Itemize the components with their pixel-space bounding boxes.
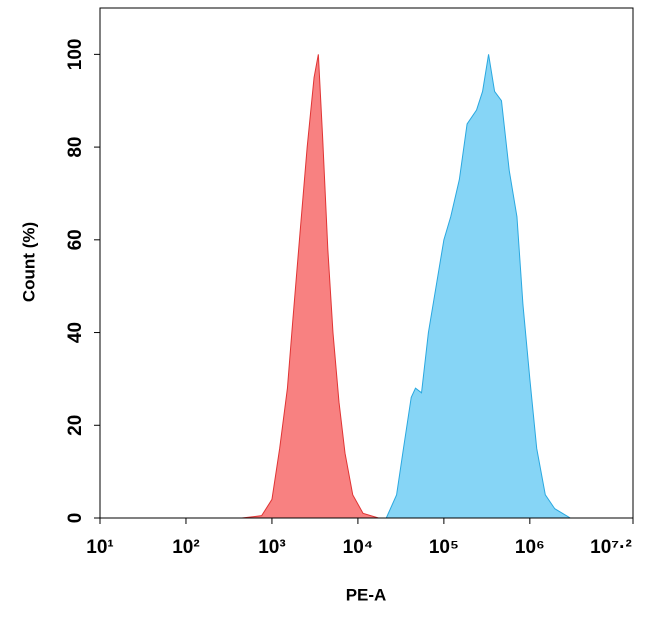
x-tick-label: 10² [172, 537, 199, 558]
y-tick-label: 60 [65, 229, 86, 250]
x-tick-label: 10⁶ [515, 537, 545, 558]
x-tick-label: 10⁴ [343, 537, 374, 558]
y-axis-label: Count (%) [19, 222, 38, 302]
histogram-area [385, 54, 573, 519]
x-axis-label: PE-A [346, 585, 387, 604]
y-tick-label: 20 [65, 415, 86, 436]
y-tick-label: 80 [65, 137, 86, 158]
y-tick-label: 100 [65, 39, 86, 71]
histogram-area [241, 54, 379, 519]
x-tick-label: 10⁷·² [590, 537, 632, 558]
x-tick-label: 10³ [258, 537, 285, 558]
x-tick-label: 10⁵ [429, 537, 459, 558]
y-tick-label: 0 [65, 513, 86, 524]
x-tick-label: 10¹ [86, 537, 113, 558]
plot-frame [99, 7, 634, 519]
y-tick-label: 40 [65, 322, 86, 343]
